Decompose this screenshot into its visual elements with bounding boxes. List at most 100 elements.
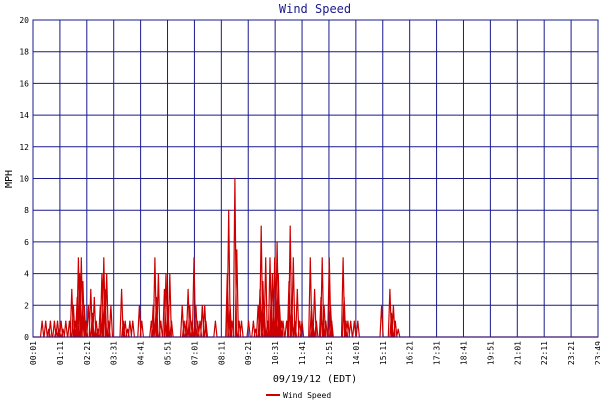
data-point: [101, 273, 103, 275]
data-point: [80, 257, 82, 259]
data-point: [110, 304, 112, 306]
data-point: [331, 320, 333, 322]
data-point: [199, 320, 201, 322]
x-tick-label: 10:31: [271, 341, 280, 365]
x-tick-label: 14:01: [352, 341, 361, 365]
legend: Wind Speed: [266, 391, 331, 400]
x-tick-label: 19:51: [486, 341, 495, 365]
x-tick-label: 23:49: [594, 341, 600, 365]
data-point: [74, 320, 76, 322]
data-point: [267, 320, 269, 322]
y-tick-label: 0: [24, 333, 29, 342]
data-point: [240, 320, 243, 322]
data-point: [201, 304, 203, 306]
data-point: [259, 288, 261, 290]
data-point: [76, 296, 78, 298]
y-tick-label: 6: [24, 238, 29, 247]
data-point: [72, 304, 74, 306]
data-point: [77, 257, 79, 259]
data-point: [122, 320, 124, 322]
y-axis-ticks: 0 2 4 6 8 10 12 14 16 18 20: [19, 16, 29, 342]
data-point: [357, 320, 359, 322]
x-tick-label: 02:21: [83, 341, 92, 365]
x-tick-label: 00:01: [29, 341, 38, 365]
data-point: [392, 304, 394, 306]
data-point: [238, 320, 240, 322]
data-point: [315, 320, 317, 322]
data-point: [276, 241, 278, 243]
x-tick-label: 21:01: [513, 341, 522, 365]
data-point: [141, 320, 143, 322]
data-point: [195, 304, 197, 306]
data-point: [291, 304, 293, 306]
data-point: [121, 288, 123, 290]
data-point: [323, 304, 325, 306]
data-point: [55, 328, 57, 330]
data-point: [255, 328, 257, 330]
data-point: [183, 320, 185, 322]
data-point: [248, 320, 250, 322]
data-point: [163, 288, 165, 290]
legend-label: Wind Speed: [283, 391, 331, 400]
data-point: [82, 280, 84, 283]
grid: [32, 19, 599, 338]
y-tick-label: 8: [24, 206, 29, 215]
data-point: [343, 296, 345, 298]
y-tick-label: 18: [19, 48, 29, 57]
y-tick-label: 14: [19, 111, 29, 120]
data-point: [108, 320, 110, 322]
data-point: [41, 320, 43, 322]
data-point: [257, 304, 259, 306]
data-point: [204, 304, 206, 306]
x-tick-label: 09:21: [244, 341, 253, 365]
data-point: [197, 320, 199, 322]
data-point: [274, 257, 276, 259]
data-point: [301, 320, 303, 322]
data-point: [309, 257, 311, 259]
data-point: [270, 296, 272, 298]
data-point: [275, 288, 277, 290]
data-point: [353, 320, 355, 322]
x-tick-label: 07:01: [190, 341, 199, 365]
data-point: [60, 320, 62, 322]
series-layer: [33, 177, 598, 338]
data-point: [234, 177, 236, 180]
data-point: [104, 288, 106, 290]
data-point: [286, 320, 288, 322]
data-point: [106, 273, 108, 275]
data-point: [56, 320, 59, 322]
data-point: [87, 304, 89, 306]
data-point: [397, 328, 399, 330]
data-point: [181, 304, 183, 306]
data-point: [193, 257, 195, 259]
y-tick-label: 12: [19, 143, 29, 152]
data-point: [314, 288, 316, 290]
data-point: [99, 304, 101, 306]
data-point: [260, 225, 262, 227]
x-tick-label: 12:51: [325, 341, 334, 365]
chart-title: Wind Speed: [279, 2, 351, 16]
data-point: [49, 320, 52, 322]
data-point: [321, 257, 323, 259]
data-point: [150, 320, 152, 322]
data-point: [226, 273, 228, 275]
data-point: [62, 328, 64, 330]
data-point: [71, 288, 73, 290]
data-point: [165, 273, 167, 275]
data-point: [214, 320, 216, 322]
data-point: [191, 320, 193, 322]
y-tick-label: 16: [19, 79, 29, 88]
data-point: [45, 320, 47, 322]
data-point: [292, 257, 294, 259]
plot-frame: [32, 19, 599, 338]
x-tick-label: 23:21: [567, 341, 576, 365]
x-tick-label: 01:11: [56, 341, 65, 365]
data-point: [389, 288, 391, 290]
data-point: [85, 320, 87, 322]
data-point: [152, 304, 154, 306]
data-point: [277, 273, 279, 275]
data-point: [187, 288, 189, 290]
data-point: [185, 320, 187, 322]
x-tick-label: 17:31: [433, 341, 442, 365]
x-tick-label: 15:11: [379, 341, 388, 365]
